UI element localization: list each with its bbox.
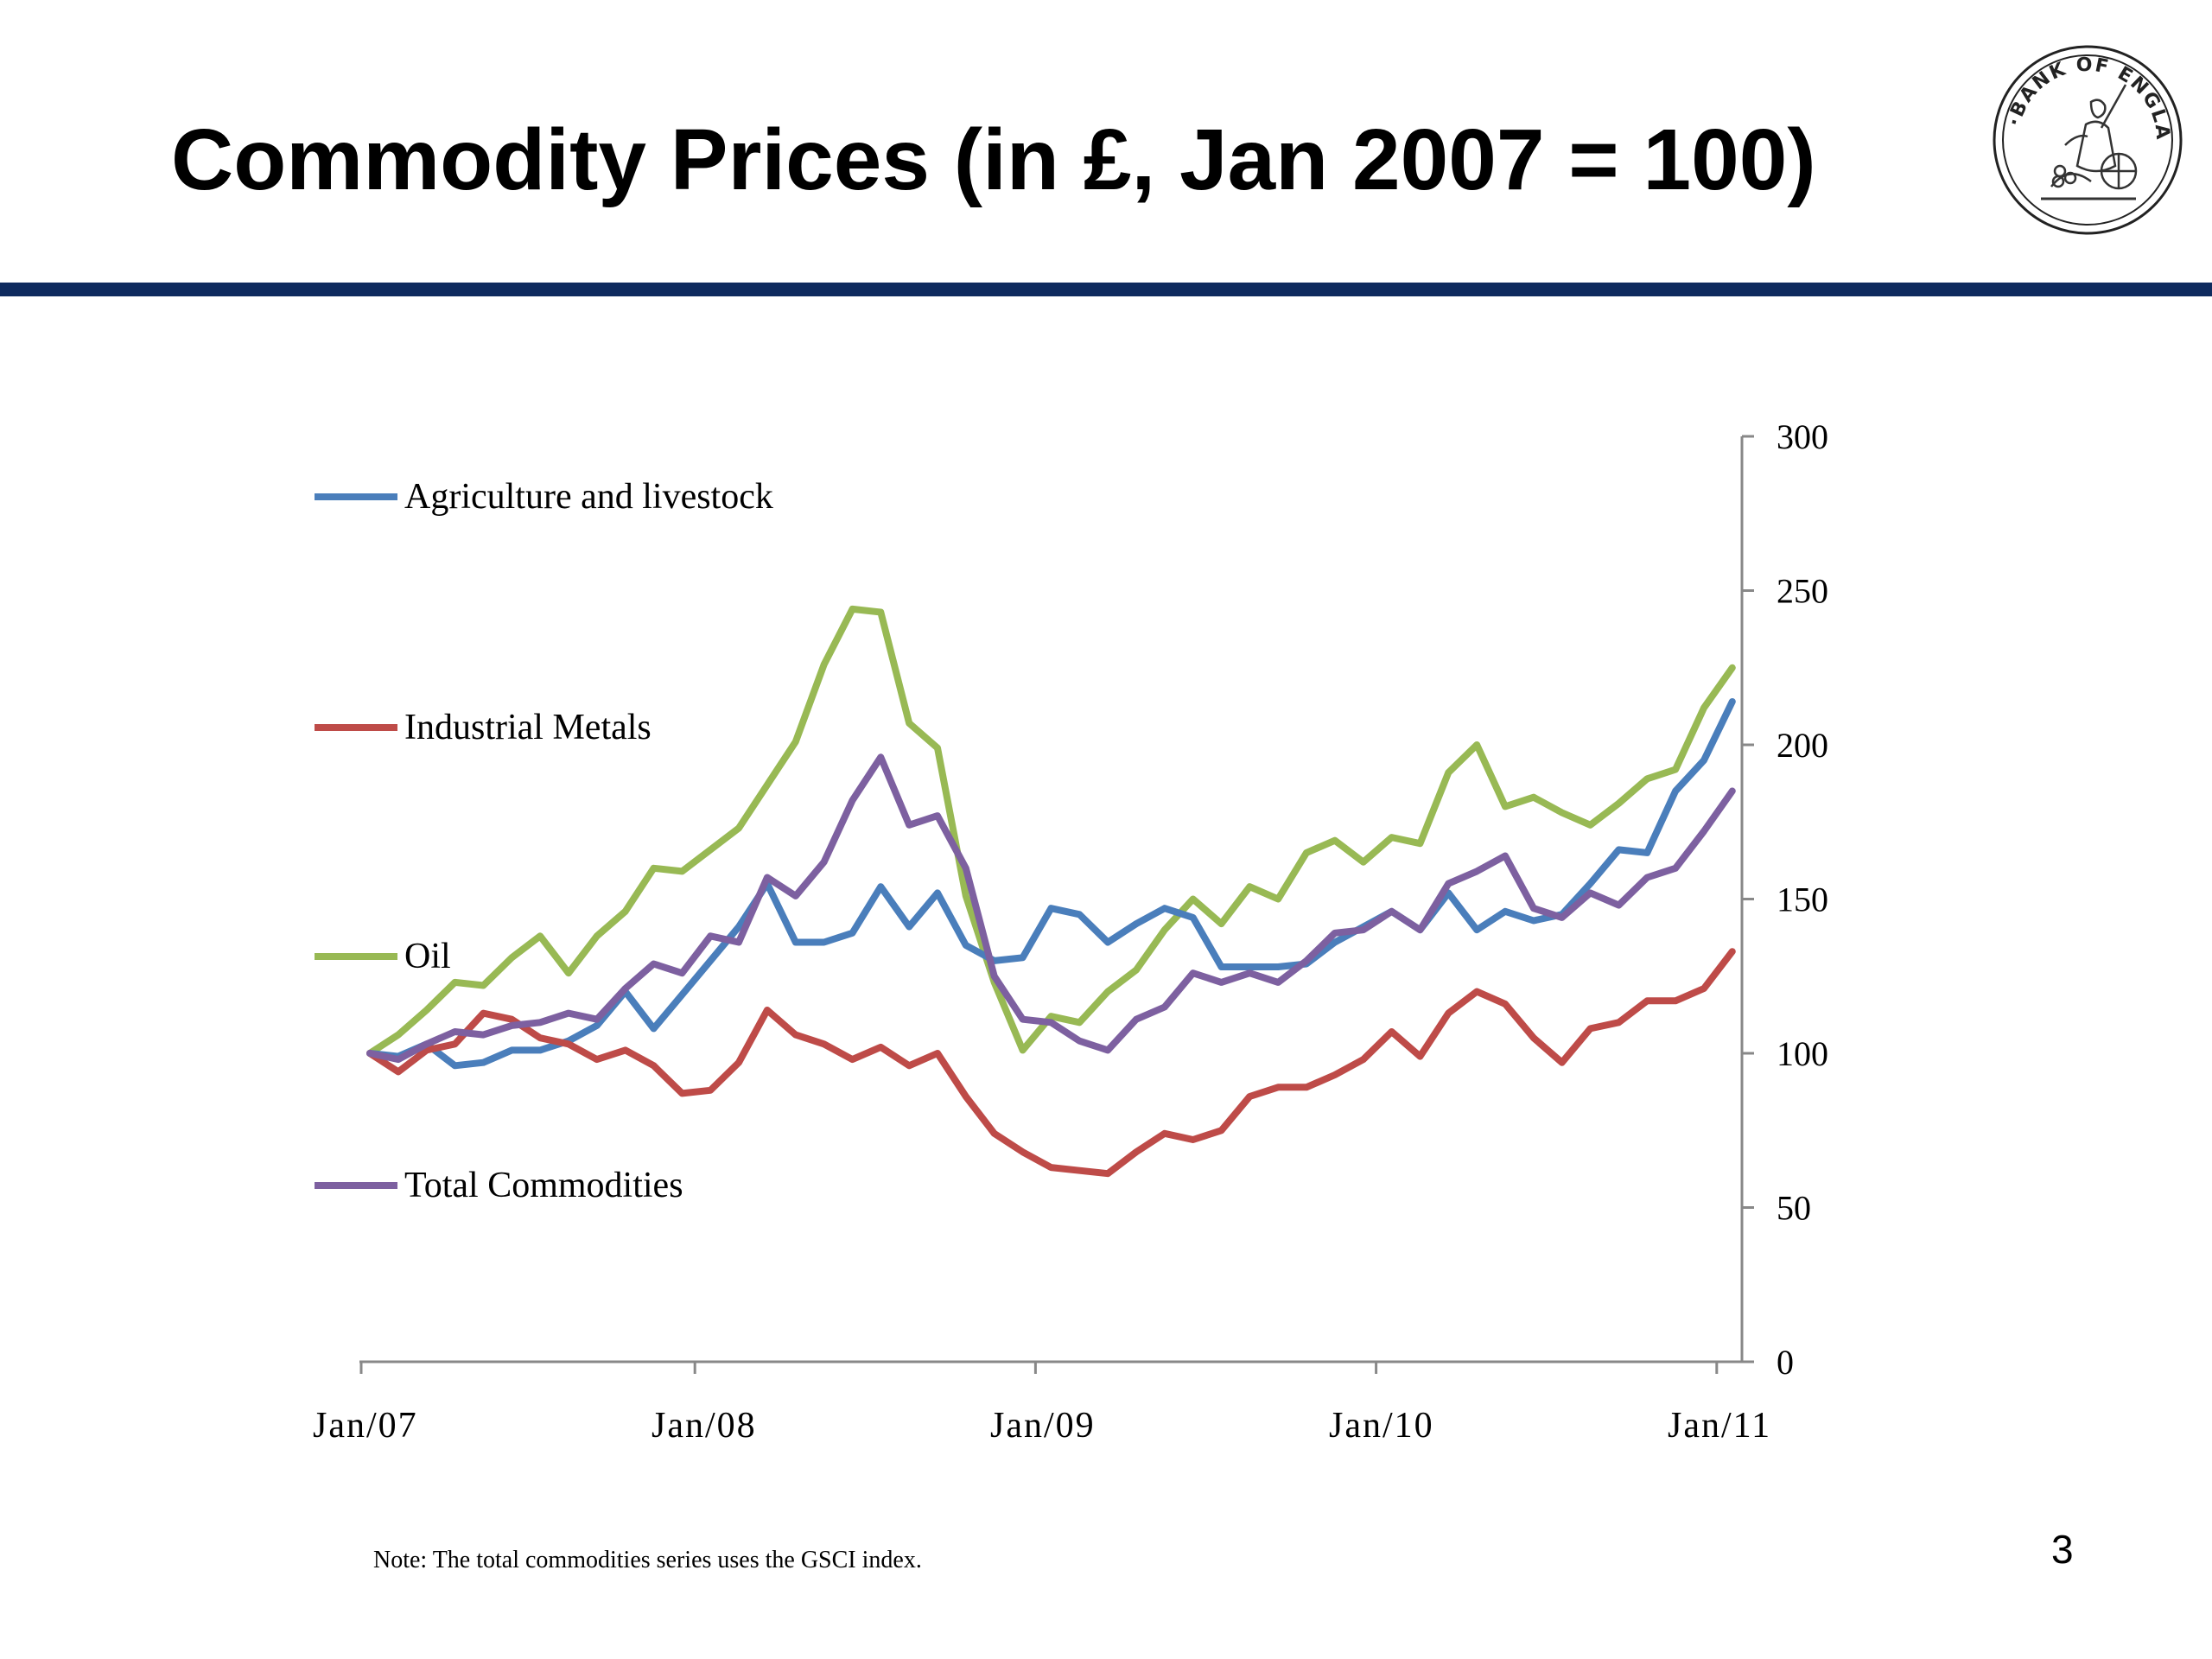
x-tick-label: Jan/07 — [313, 1406, 418, 1446]
series-line-1 — [366, 948, 1736, 1178]
y-tick-label: 100 — [1777, 1034, 1828, 1073]
x-tick-label: Jan/08 — [652, 1406, 757, 1446]
x-tick-label: Jan/10 — [1329, 1406, 1434, 1446]
y-tick-label: 200 — [1777, 726, 1828, 765]
legend-label: Oil — [404, 937, 451, 976]
series-line-3 — [366, 753, 1736, 1064]
y-tick-label: 250 — [1777, 572, 1828, 611]
legend-label: Agriculture and livestock — [404, 477, 773, 517]
legend-label: Industrial Metals — [404, 708, 652, 747]
slide-title: Commodity Prices (in £, Jan 2007 = 100) — [171, 111, 1816, 208]
chart-note: Note: The total commodities series uses … — [373, 1547, 922, 1573]
y-tick-label: 0 — [1777, 1343, 1794, 1382]
page-number: 3 — [2051, 1527, 2074, 1572]
y-tick-label: 50 — [1777, 1189, 1811, 1228]
series-line-2 — [366, 605, 1736, 1057]
y-tick-label: 300 — [1777, 417, 1828, 456]
legend-label: Total Commodities — [404, 1166, 683, 1205]
series-line-0 — [366, 698, 1736, 1070]
title-divider-rule — [0, 283, 2212, 296]
x-tick-label: Jan/11 — [1668, 1406, 1771, 1446]
x-tick-label: Jan/09 — [990, 1406, 1096, 1446]
bank-of-england-logo: ·BANK OF ENGLAND· — [1989, 41, 2183, 235]
y-tick-label: 150 — [1777, 880, 1828, 919]
